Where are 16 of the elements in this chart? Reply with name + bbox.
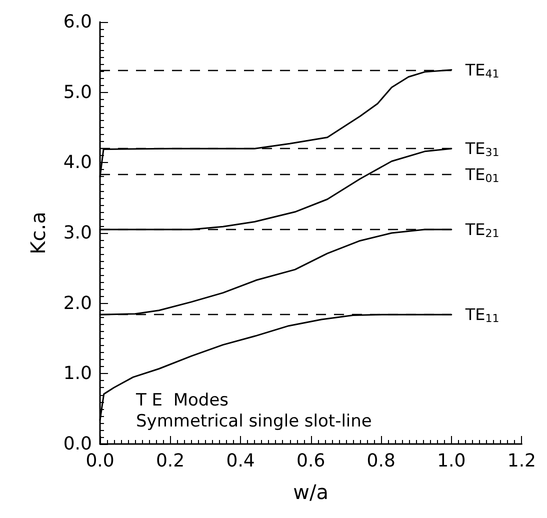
- y-tick-label: 4.0: [63, 152, 92, 174]
- x-tick-label: 1.0: [437, 450, 466, 472]
- y-axis-title: Kc.a: [26, 212, 50, 254]
- annotation: T E Modes: [135, 390, 229, 410]
- x-tick-label: 0.8: [366, 450, 396, 472]
- y-tick-label: 1.0: [63, 363, 92, 384]
- y-tick-label: 3.0: [63, 222, 92, 244]
- y-tick-label: 5.0: [63, 82, 92, 103]
- x-tick-label: 0.6: [296, 450, 326, 472]
- x-tick-label: 1.2: [507, 450, 536, 472]
- annotation: Symmetrical single slot-line: [136, 412, 372, 432]
- x-axis-title: w/a: [293, 480, 329, 504]
- x-tick-label: 0.2: [156, 450, 185, 472]
- y-tick-label: 2.0: [63, 292, 92, 314]
- y-tick-label: 6.0: [63, 12, 92, 32]
- x-tick-label: 0.4: [226, 450, 255, 472]
